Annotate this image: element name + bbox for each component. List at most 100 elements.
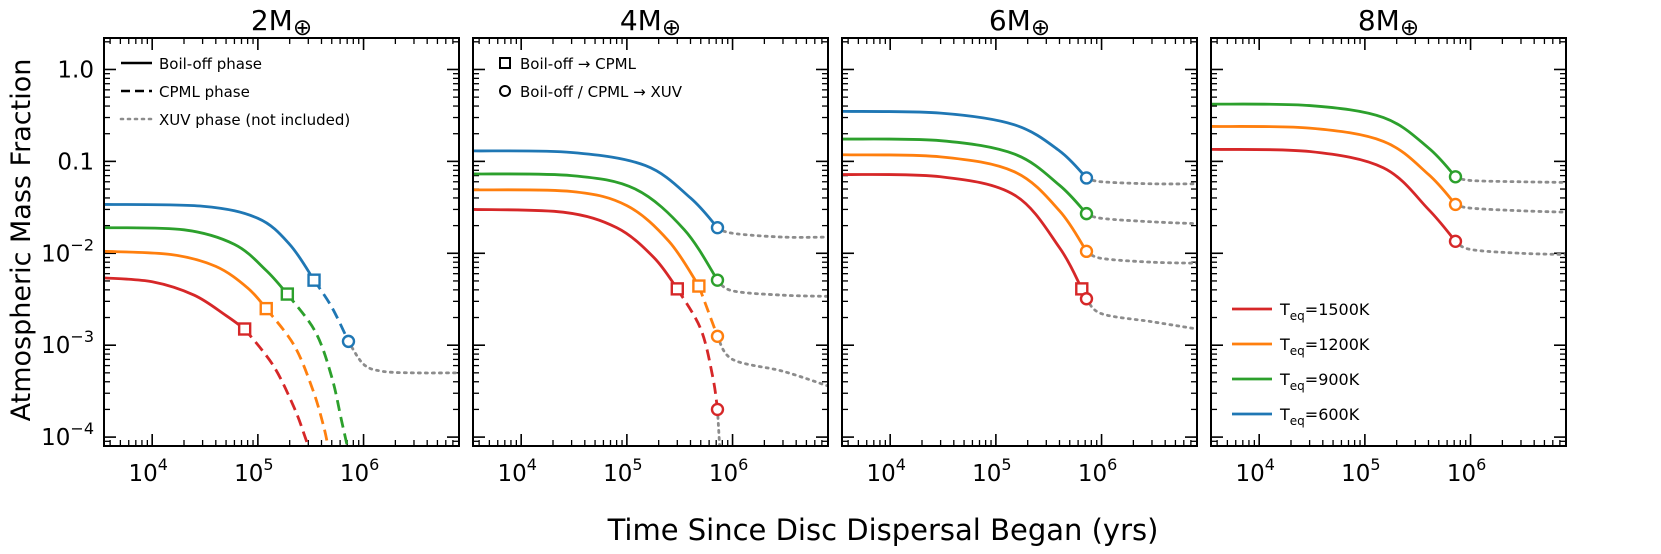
y-tick-label-exp: −4 [70,419,94,438]
square-marker-1200 [692,279,706,293]
temperature-legend-label: Teq=600K [1279,405,1360,428]
temp-value: 900K [1318,370,1360,389]
boiloff-curve-1500 [473,208,679,290]
circle-marker-900 [710,273,725,287]
circle-marker-1500 [1079,292,1094,306]
x-tick-label-exp: 5 [263,455,273,474]
series-group [104,203,459,446]
xuv-curve-1200 [716,334,828,388]
x-tick-label: 104 [497,455,536,487]
temp-symbol: T [1279,335,1290,354]
circle-marker-1500 [1448,234,1463,249]
circle-marker-1500 [710,402,725,417]
square-marker-1200 [259,301,273,316]
temp-equals: = [1305,370,1318,389]
x-tick-label: 105 [603,455,642,487]
x-tick-label-exp: 5 [632,455,642,474]
y-tick-label: 10−3 [41,327,94,359]
x-tick-label-exp: 5 [1370,455,1380,474]
x-tick-label: 106 [340,455,379,487]
cpml-curve-900 [286,293,349,446]
temperature-legend-label: Teq=900K [1279,370,1360,393]
x-tick-label-base: 10 [972,461,1001,487]
x-tick-label-exp: 4 [158,455,168,474]
phase-legend-label: Boil-off phase [159,55,262,73]
circle-marker-1200 [1448,197,1463,212]
y-tick-label: 1.0 [57,57,94,83]
y-tick-label-base: 10 [41,241,70,267]
panel-title-mass: 8M [1358,4,1400,37]
x-tick-label: 104 [866,455,905,487]
temp-equals: = [1305,335,1318,354]
series-group [1211,102,1566,256]
xuv-curve-1500 [1454,239,1566,256]
x-tick-label-base: 10 [340,461,369,487]
series-group [842,109,1197,331]
x-tick-label-base: 10 [497,461,526,487]
temp-subscript: eq [1290,344,1305,358]
panel-title-earth-symbol: ⊕ [293,15,312,41]
y-tick-label-base: 1.0 [57,57,94,83]
x-tick-label-base: 10 [603,461,632,487]
panel-4: 8M⊕104 105 106Teq=1500KTeq=1200KTeq=900KTe… [1210,4,1567,487]
panel-frame [841,37,1198,447]
boiloff-curve-1200 [842,153,1088,253]
boiloff-curve-900 [104,226,289,295]
panel-frame [103,37,460,447]
panel-title-earth-symbol: ⊕ [1031,15,1050,41]
phase-legend-label: CPML phase [159,83,250,101]
x-tick-label-base: 10 [128,461,157,487]
x-tick-label-exp: 4 [1265,455,1275,474]
boiloff-curve-600 [842,109,1088,179]
temperature-legend-label: Teq=1200K [1279,335,1370,358]
circle-marker-600 [1079,171,1094,185]
circle-marker-900 [1448,170,1463,184]
y-tick-label: 10−4 [41,419,94,451]
boiloff-curve-600 [104,203,316,281]
x-tick-label-base: 10 [234,461,263,487]
x-tick-label-base: 10 [866,461,895,487]
x-tick-label-exp: 6 [1476,455,1486,474]
circle-marker-600 [710,220,725,235]
xuv-curve-900 [716,278,828,298]
panel-title: 8M⊕ [1358,4,1419,41]
boiloff-curve-900 [473,172,719,281]
marker-legend-label: Boil-off / CPML → XUV [520,83,683,101]
circle-marker-600 [341,334,356,349]
square-marker-1500 [670,282,684,296]
boiloff-curve-600 [473,149,719,229]
xuv-curve-600 [347,339,459,375]
panel-frame [1210,37,1567,447]
phase-legend-label: XUV phase (not included) [159,111,350,129]
temp-value: 600K [1318,405,1360,424]
panel-title-mass: 4M [620,4,662,37]
panel-title: 6M⊕ [989,4,1050,41]
series-group [473,149,828,446]
xuv-curve-600 [716,226,828,239]
x-tick-label: 104 [128,455,167,487]
y-tick-label: 10−2 [41,235,94,267]
marker-legend-label: Boil-off → CPML [520,55,637,73]
y-tick-label-exp: −2 [70,235,94,254]
x-tick-label-exp: 6 [369,455,379,474]
x-tick-label: 106 [709,455,748,487]
temp-symbol: T [1279,405,1290,424]
xuv-curve-1200 [1454,203,1566,214]
boiloff-curve-1500 [104,276,246,331]
x-tick-label: 106 [1447,455,1486,487]
square-marker-900 [280,287,295,301]
cpml-curve-600 [312,279,350,342]
circle-marker-1200 [710,329,725,343]
y-axis-label: Atmospheric Mass Fraction [6,59,37,422]
panel-frame [472,37,829,447]
panel-title: 4M⊕ [620,4,681,41]
circle-marker-legend-icon [499,85,511,97]
x-tick-label-exp: 4 [527,455,537,474]
x-tick-label-exp: 6 [738,455,748,474]
temp-equals: = [1305,300,1318,319]
panel-title-earth-symbol: ⊕ [662,15,681,41]
